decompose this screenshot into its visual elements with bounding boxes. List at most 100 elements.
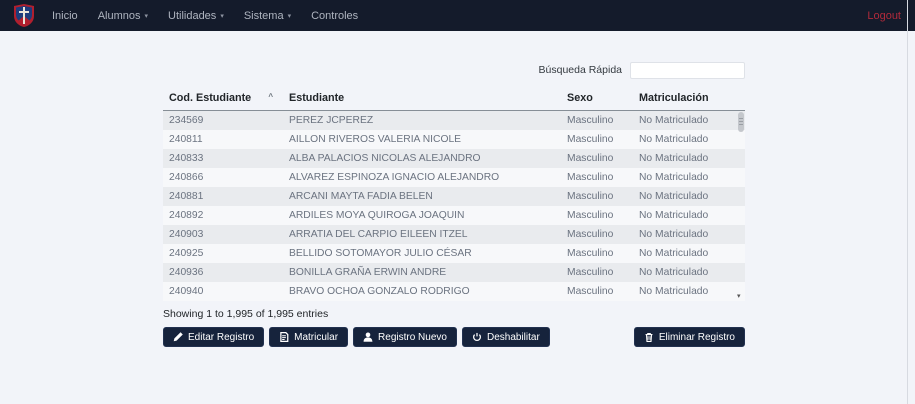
new-record-button[interactable]: Registro Nuevo [353, 327, 457, 347]
cell-sex: Masculino [567, 134, 614, 145]
cell-enrollment: No Matriculado [639, 115, 709, 126]
nav-item-label: Controles [311, 9, 359, 22]
cell-code: 240881 [169, 191, 204, 202]
button-label: Matricular [294, 331, 339, 343]
school-crest-logo[interactable] [14, 4, 34, 27]
nav-item-sistema[interactable]: Sistema ▾ [244, 10, 291, 22]
cell-enrollment: No Matriculado [639, 210, 709, 221]
button-label: Deshabilitar [486, 331, 540, 343]
cell-enrollment: No Matriculado [639, 153, 709, 164]
cell-name: ALBA PALACIOS NICOLAS ALEJANDRO [289, 153, 481, 164]
cell-sex: Masculino [567, 210, 614, 221]
pencil-icon [173, 332, 183, 342]
chevron-down-icon: ▾ [144, 12, 148, 20]
nav-item-label: Utilidades [168, 9, 217, 22]
cell-code: 240866 [169, 172, 204, 183]
disable-button[interactable]: Deshabilitar [461, 327, 550, 347]
cell-name: ALVAREZ ESPINOZA IGNACIO ALEJANDRO [289, 172, 500, 183]
cell-code: 240936 [169, 267, 204, 278]
nav-item-inicio[interactable]: Inicio [52, 10, 78, 22]
cell-name: BRAVO OCHOA GONZALO RODRIGO [289, 286, 470, 297]
chevron-down-icon: ▾ [287, 12, 292, 20]
enroll-button[interactable]: Matricular [269, 327, 349, 347]
cell-enrollment: No Matriculado [639, 229, 709, 240]
cell-name: PEREZ JCPEREZ [289, 115, 374, 126]
header-cod-estudiante[interactable]: Cod. Estudiante ^ [163, 88, 283, 111]
students-table: Cod. Estudiante ^ Estudiante Sexo Matric… [163, 88, 745, 301]
scrollbar-thumb[interactable] [738, 112, 744, 132]
nav-item-controles[interactable]: Controles [311, 10, 358, 22]
cell-enrollment: No Matriculado [639, 191, 709, 202]
table-row[interactable]: 240881 ARCANI MAYTA FADIA BELEN Masculino N… [163, 187, 745, 206]
search-input[interactable] [630, 61, 745, 79]
table-row[interactable]: 240936 BONILLA GRAÑA ERWIN ANDRE Masculino… [163, 263, 745, 282]
cell-sex: Masculino [567, 286, 614, 297]
search-row: Búsqueda Rápida [163, 60, 745, 80]
cell-code: 240811 [169, 134, 203, 145]
trash-icon [645, 333, 653, 342]
button-label: Eliminar Registro [658, 331, 735, 343]
nav-menu: Inicio Alumnos ▾ Utilidades ▾ Sistema ▾ Con… [52, 10, 358, 22]
table-row[interactable]: 240892 ARDILES MOYA QUIROGA JOAQUIN Mascul… [163, 206, 745, 225]
cell-sex: Masculino [567, 115, 614, 126]
table-row[interactable]: 240940 BRAVO OCHOA GONZALO RODRIGO Masculi… [163, 282, 745, 301]
table-header-row: Cod. Estudiante ^ Estudiante Sexo Matric… [163, 88, 745, 111]
table-scrollbar[interactable]: ▾ [737, 110, 745, 301]
main-content: Búsqueda Rápida Cod. Estudiante ^ Estudi… [163, 31, 745, 347]
cell-enrollment: No Matriculado [639, 248, 709, 259]
cell-sex: Masculino [567, 153, 614, 164]
cell-enrollment: No Matriculado [639, 134, 709, 145]
clipboard-icon [280, 332, 289, 342]
table-row[interactable]: 234569 PEREZ JCPEREZ Masculino No Matricula… [163, 110, 745, 130]
button-label: Registro Nuevo [378, 331, 447, 343]
delete-record-button[interactable]: Eliminar Registro [633, 327, 745, 347]
table-body: 234569 PEREZ JCPEREZ Masculino No Matricula… [163, 110, 745, 301]
button-label: Editar Registro [188, 331, 255, 343]
cell-code: 240892 [169, 210, 204, 221]
search-label: Búsqueda Rápida [538, 64, 622, 76]
cell-code: 240940 [169, 286, 204, 297]
cell-sex: Masculino [567, 248, 614, 259]
header-sexo[interactable]: Sexo [561, 88, 633, 111]
nav-item-label: Alumnos [97, 9, 141, 22]
showing-entries-text: Showing 1 to 1,995 of 1,995 entries [163, 308, 329, 320]
scrollbar-down-arrow[interactable]: ▾ [737, 293, 741, 300]
table-row[interactable]: 240925 BELLIDO SOTOMAYOR JULIO CÉSAR Mascu… [163, 244, 745, 263]
cell-enrollment: No Matriculado [639, 267, 709, 278]
header-label: Cod. Estudiante [169, 92, 252, 104]
table-row[interactable]: 240866 ALVAREZ ESPINOZA IGNACIO ALEJANDRO… [163, 168, 745, 187]
chevron-down-icon: ▾ [220, 12, 224, 20]
cell-sex: Masculino [567, 172, 614, 183]
cell-enrollment: No Matriculado [639, 172, 709, 183]
table-row[interactable]: 240903 ARRATIA DEL CARPIO EILEEN ITZEL Mas… [163, 225, 745, 244]
cell-code: 240833 [169, 153, 204, 164]
header-matriculacion[interactable]: Matriculación [633, 88, 745, 111]
cell-name: ARDILES MOYA QUIROGA JOAQUIN [289, 210, 465, 221]
cell-name: ARCANI MAYTA FADIA BELEN [289, 191, 433, 202]
cell-code: 240903 [169, 229, 204, 240]
cell-code: 240925 [169, 248, 204, 259]
cell-name: BONILLA GRAÑA ERWIN ANDRE [289, 267, 447, 278]
cell-sex: Masculino [567, 267, 614, 278]
edit-record-button[interactable]: Editar Registro [163, 327, 265, 347]
nav-item-utilidades[interactable]: Utilidades ▾ [168, 10, 224, 22]
cell-name: AILLON RIVEROS VALERIA NICOLE [289, 134, 462, 145]
nav-item-label: Sistema [243, 9, 284, 22]
navbar: Inicio Alumnos ▾ Utilidades ▾ Sistema ▾ Con… [0, 0, 915, 31]
nav-item-alumnos[interactable]: Alumnos ▾ [98, 10, 148, 22]
window-edge-divider [907, 0, 908, 404]
cell-name: BELLIDO SOTOMAYOR JULIO CÉSAR [289, 248, 472, 259]
cell-code: 234569 [169, 115, 204, 126]
students-table-wrap: Cod. Estudiante ^ Estudiante Sexo Matric… [163, 88, 745, 301]
logout-link[interactable]: Logout [867, 9, 901, 22]
power-icon [472, 332, 481, 341]
cell-enrollment: No Matriculado [639, 286, 709, 297]
cell-name: ARRATIA DEL CARPIO EILEEN ITZEL [289, 229, 468, 240]
header-estudiante[interactable]: Estudiante [283, 88, 561, 111]
person-icon [363, 332, 373, 342]
table-row[interactable]: 240811 AILLON RIVEROS VALERIA NICOLE Mascu… [163, 130, 745, 149]
actions-row: Editar Registro Matricular Registro Nuev… [163, 327, 745, 347]
cell-sex: Masculino [567, 191, 614, 202]
table-row[interactable]: 240833 ALBA PALACIOS NICOLAS ALEJANDRO Mas… [163, 149, 745, 168]
sort-asc-icon: ^ [268, 92, 273, 101]
